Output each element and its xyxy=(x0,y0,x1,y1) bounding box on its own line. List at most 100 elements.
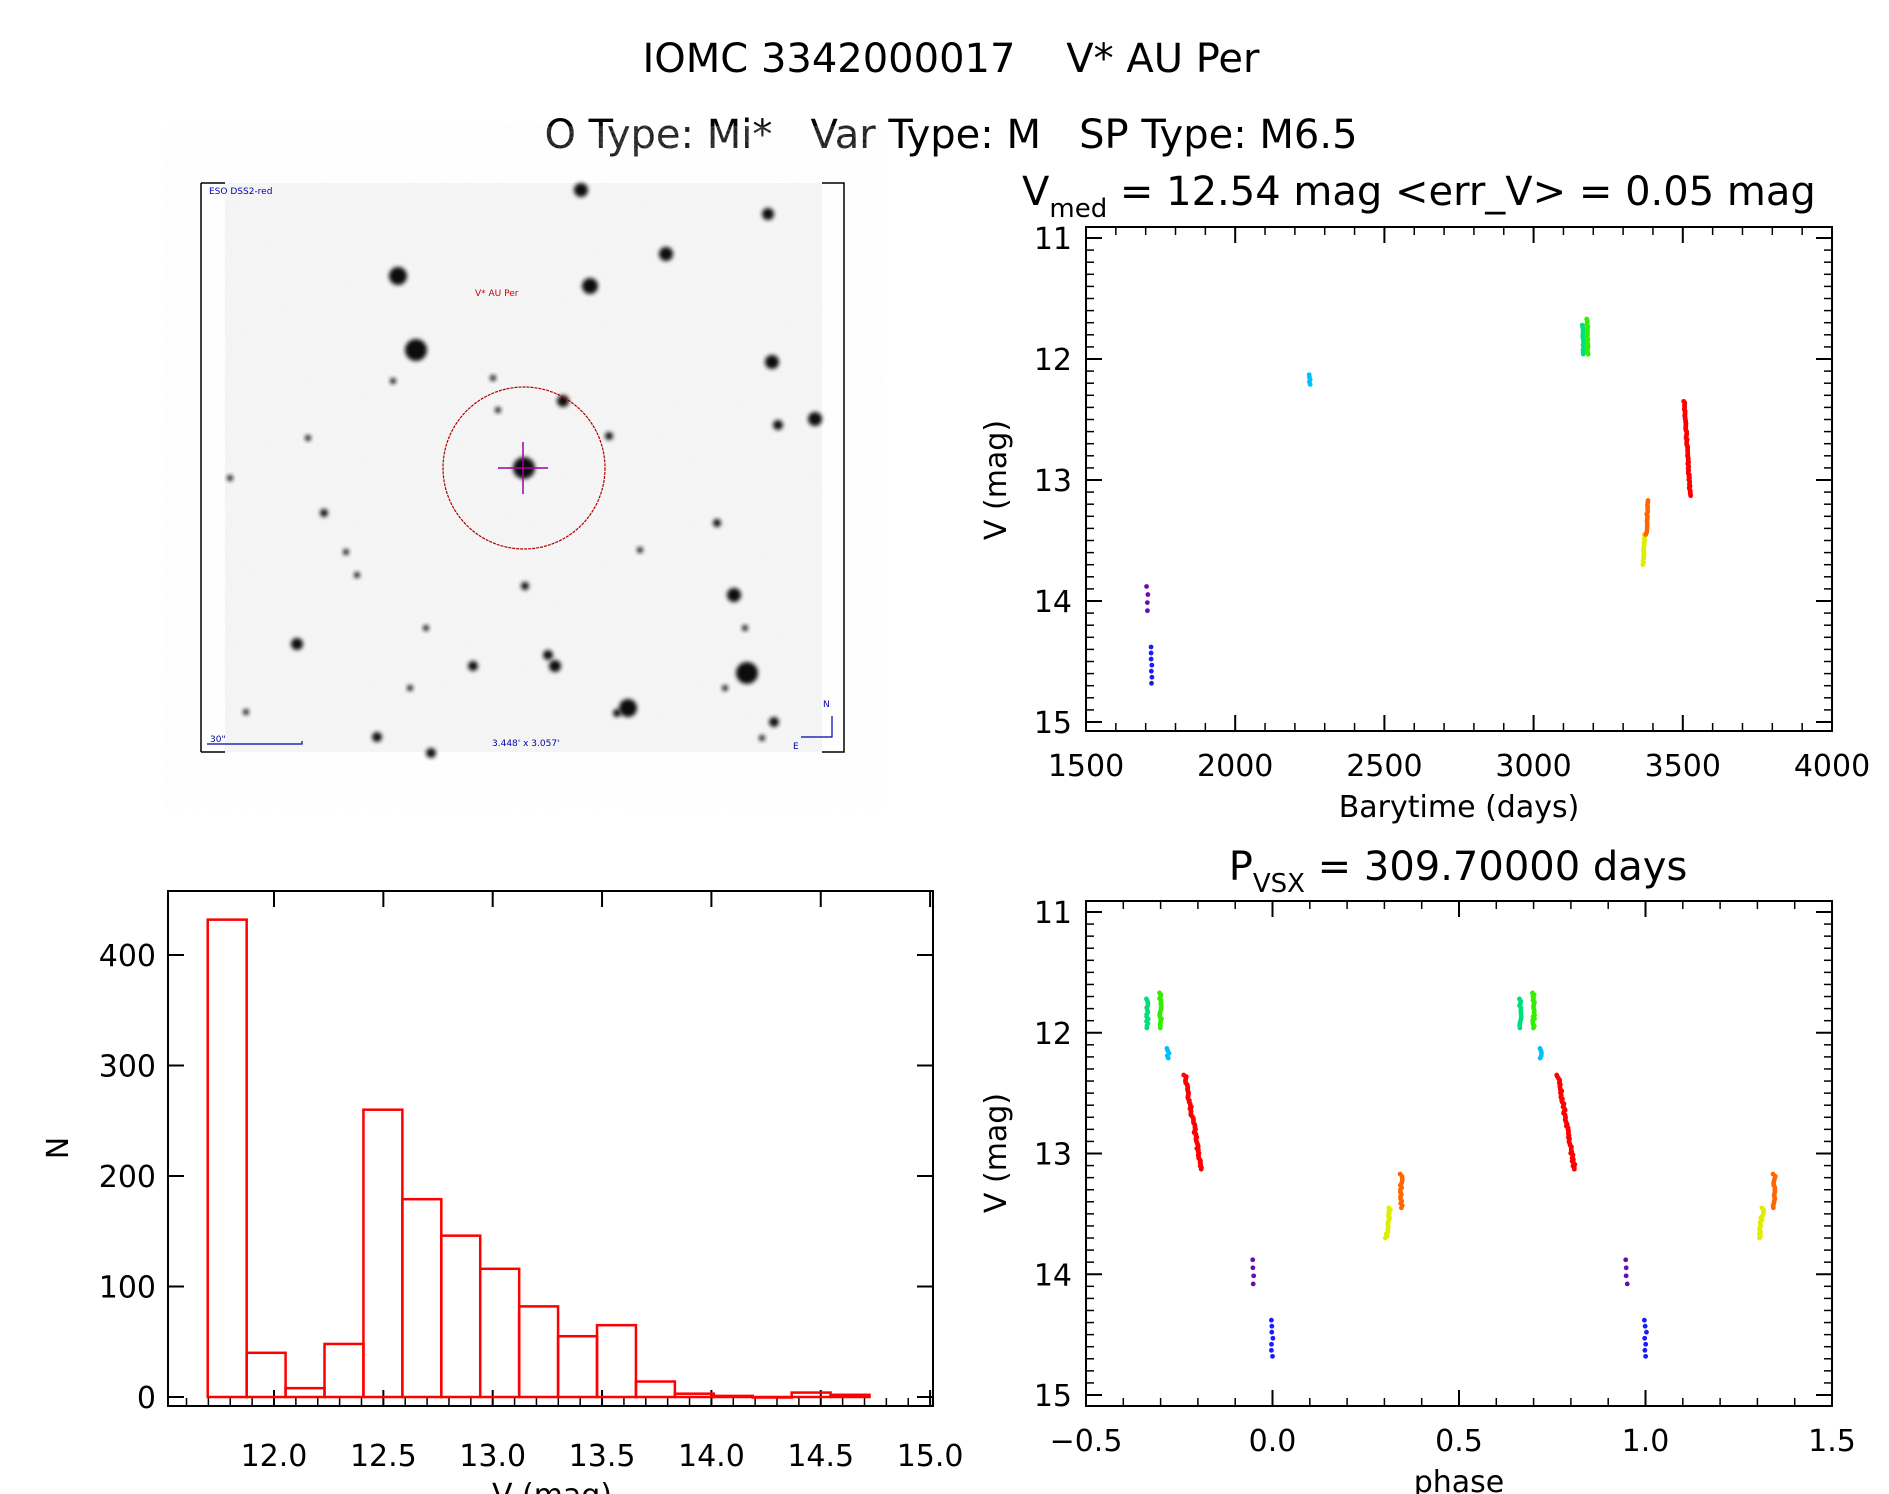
ph-ylabel: V (mag) xyxy=(979,1093,1014,1213)
ph-point-blue xyxy=(1268,1347,1274,1353)
ph-point-blue xyxy=(1644,1329,1649,1335)
survey-label: ESO DSS2-red xyxy=(209,187,272,197)
hist-frame xyxy=(167,890,934,1407)
ph-ytick-label: 15 xyxy=(1034,1379,1072,1414)
star xyxy=(495,407,501,413)
lc-point-blue xyxy=(1148,668,1154,674)
ph-ytick-label: 13 xyxy=(1034,1138,1072,1173)
lc-point-purple xyxy=(1145,592,1151,597)
lc-point-orange xyxy=(1645,498,1651,503)
ph-point-spring-green xyxy=(1144,1025,1150,1031)
ph-point-cyan xyxy=(1165,1055,1171,1061)
ph-point-blue xyxy=(1269,1323,1275,1329)
ph-point-yellow xyxy=(1382,1235,1388,1241)
hist-bar xyxy=(790,1391,832,1399)
ph-point-purple xyxy=(1624,1281,1630,1287)
ph-point-purple xyxy=(1623,1265,1629,1271)
star xyxy=(343,549,349,555)
lc-frame xyxy=(1085,226,1833,732)
histogram-plot: V (mag) N 12.0 12.5 13.0 13.5 14.0 14.5 15.0 0 1… xyxy=(41,890,964,1494)
lc-ytick-label: 13 xyxy=(1034,464,1072,499)
hist-xtick-label: 15.0 xyxy=(897,1439,964,1474)
lc-xtick-label: 3000 xyxy=(1495,749,1571,784)
hist-ytick-label: 400 xyxy=(99,939,156,974)
star xyxy=(574,183,588,197)
hist-xtick-label: 13.5 xyxy=(569,1439,636,1474)
lc-title: Vmed = 12.54 mag <err_V> = 0.05 mag xyxy=(1022,169,1816,224)
star xyxy=(722,685,728,691)
ph-point-green xyxy=(1530,1025,1536,1031)
hist-bar xyxy=(673,1392,716,1399)
ph-xlabel: phase xyxy=(1414,1465,1505,1494)
phase-curve-plot: PVSX = 309.70000 days phase V (mag) −0.5… xyxy=(979,844,1856,1494)
target-circle xyxy=(442,386,606,550)
ph-point-blue xyxy=(1642,1335,1648,1341)
hist-bar xyxy=(245,1351,287,1399)
hist-xtick-label: 14.5 xyxy=(787,1439,854,1474)
ph-point-red xyxy=(1198,1166,1204,1172)
star xyxy=(305,435,311,441)
ph-point-orange xyxy=(1770,1205,1776,1211)
ph-point-blue xyxy=(1643,1341,1649,1347)
hist-xlabel: V (mag) xyxy=(492,1478,612,1494)
star xyxy=(736,662,758,684)
lc-point-purple xyxy=(1144,584,1149,589)
star xyxy=(637,547,643,553)
hist-bar xyxy=(323,1342,365,1399)
ph-point-purple xyxy=(1250,1257,1256,1263)
ph-point-blue xyxy=(1268,1317,1274,1323)
lc-point-spring-green xyxy=(1580,351,1586,357)
star xyxy=(372,732,382,742)
lc-xtick-label: 1500 xyxy=(1048,749,1124,784)
hist-ytick-label: 0 xyxy=(137,1381,156,1416)
scale-bar xyxy=(207,741,303,745)
lc-point-blue xyxy=(1149,662,1155,668)
lc-point-blue xyxy=(1149,674,1155,680)
ph-point-blue xyxy=(1269,1341,1274,1347)
target-label: V* AU Per xyxy=(475,289,519,299)
ph-xtick-label: 0.0 xyxy=(1249,1424,1297,1459)
lc-point-cyan xyxy=(1307,382,1313,387)
ph-xtick-label: −0.5 xyxy=(1050,1424,1123,1459)
hist-bar xyxy=(595,1323,638,1399)
star xyxy=(808,412,822,426)
lc-xlabel: Barytime (days) xyxy=(1339,790,1580,825)
lc-ylabel: V (mag) xyxy=(979,420,1014,540)
star xyxy=(423,625,429,631)
lc-xtick-label: 3500 xyxy=(1645,749,1721,784)
hist-xtick-label: 13.0 xyxy=(459,1439,526,1474)
ph-point-purple xyxy=(1250,1281,1256,1287)
lc-point-blue xyxy=(1148,656,1154,662)
star xyxy=(773,420,783,430)
star xyxy=(769,717,779,727)
star xyxy=(742,625,748,631)
lc-point-red xyxy=(1688,493,1694,499)
star xyxy=(389,267,407,285)
lc-point-blue xyxy=(1149,680,1154,686)
lc-ytick-label: 12 xyxy=(1034,343,1072,378)
star xyxy=(582,278,598,294)
hist-bar xyxy=(712,1394,754,1399)
star xyxy=(468,661,478,671)
star xyxy=(490,375,496,381)
ph-point-purple xyxy=(1623,1257,1629,1263)
ph-point-green xyxy=(1157,1025,1163,1031)
ph-ytick-label: 11 xyxy=(1034,896,1072,931)
hist-bar xyxy=(440,1234,482,1399)
ph-point-blue xyxy=(1642,1323,1648,1329)
star xyxy=(549,660,561,672)
lc-point-purple xyxy=(1145,608,1150,614)
hist-bar xyxy=(284,1386,326,1399)
ph-point-blue xyxy=(1642,1347,1648,1353)
lc-ytick-label: 14 xyxy=(1034,585,1072,620)
lc-point-green xyxy=(1585,351,1591,357)
ph-xtick-label: 1.5 xyxy=(1808,1424,1856,1459)
ph-point-blue xyxy=(1643,1353,1649,1359)
light-curve-plot: Vmed = 12.54 mag <err_V> = 0.05 mag Bary… xyxy=(979,169,1870,825)
hist-xtick-label: 14.0 xyxy=(678,1439,745,1474)
scale-label: 30" xyxy=(210,735,226,745)
ph-point-orange xyxy=(1399,1205,1404,1211)
lc-point-blue xyxy=(1148,644,1154,650)
hist-bar xyxy=(517,1305,560,1399)
lc-xtick-label: 4000 xyxy=(1794,749,1870,784)
